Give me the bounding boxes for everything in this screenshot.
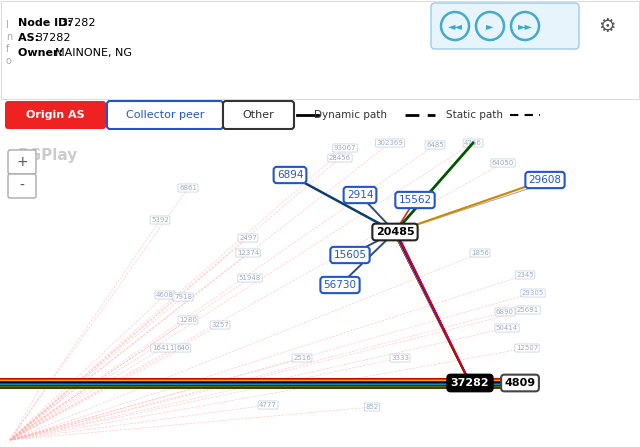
Text: 64050: 64050 [492, 160, 514, 166]
Text: 5392: 5392 [151, 217, 169, 223]
Text: Collector peer: Collector peer [126, 110, 204, 120]
FancyBboxPatch shape [8, 150, 36, 174]
Text: 6861: 6861 [179, 185, 197, 191]
Text: 37282: 37282 [35, 33, 70, 43]
Text: 28456: 28456 [329, 155, 351, 161]
Text: AS:: AS: [18, 33, 43, 43]
Text: 93067: 93067 [333, 145, 356, 151]
Text: 51948: 51948 [239, 275, 261, 281]
Text: BGPlay: BGPlay [18, 148, 78, 163]
Text: 2914: 2914 [347, 190, 373, 200]
Text: 7918: 7918 [174, 294, 192, 300]
Text: 1856: 1856 [471, 250, 489, 256]
Text: 4608: 4608 [156, 292, 174, 298]
Text: 25691: 25691 [517, 307, 539, 313]
Text: 302369: 302369 [376, 140, 403, 146]
Text: 3257: 3257 [211, 322, 229, 328]
Text: 20485: 20485 [376, 227, 414, 237]
FancyBboxPatch shape [223, 101, 294, 129]
Text: 56730: 56730 [323, 280, 356, 290]
FancyBboxPatch shape [107, 101, 223, 129]
Text: ◄◄: ◄◄ [447, 21, 463, 31]
Text: 1280: 1280 [179, 317, 197, 323]
Text: 4777: 4777 [259, 402, 277, 408]
FancyBboxPatch shape [5, 101, 106, 129]
Text: 29608: 29608 [529, 175, 561, 185]
Text: Static path: Static path [447, 110, 504, 120]
Text: Origin AS: Origin AS [26, 110, 84, 120]
Text: 2516: 2516 [293, 355, 311, 361]
Text: MAINONE, NG: MAINONE, NG [55, 48, 132, 58]
Text: 4809: 4809 [504, 378, 536, 388]
Text: 29305: 29305 [522, 290, 544, 296]
Text: ►: ► [486, 21, 493, 31]
Text: o: o [6, 56, 12, 66]
Text: 37282: 37282 [60, 18, 95, 28]
FancyBboxPatch shape [8, 174, 36, 198]
Text: 6485: 6485 [426, 142, 444, 148]
Text: Dynamic path: Dynamic path [314, 110, 387, 120]
Text: ►►: ►► [518, 21, 532, 31]
Text: f: f [6, 44, 10, 54]
FancyBboxPatch shape [431, 3, 579, 49]
Text: 3333: 3333 [391, 355, 409, 361]
Text: 15605: 15605 [333, 250, 367, 260]
Text: 6890: 6890 [496, 309, 514, 315]
Text: I: I [6, 20, 9, 30]
Text: 6894: 6894 [276, 170, 303, 180]
Text: n: n [6, 32, 12, 42]
Text: Other: Other [242, 110, 274, 120]
Text: ⚙: ⚙ [598, 17, 616, 35]
Text: 12374: 12374 [237, 250, 259, 256]
Text: 4766: 4766 [464, 140, 482, 146]
Text: +: + [16, 155, 28, 169]
Text: 2345: 2345 [516, 272, 534, 278]
Text: 8219: 8219 [34, 380, 52, 386]
Text: 640: 640 [176, 345, 189, 351]
Text: 12507: 12507 [516, 345, 538, 351]
Text: 15562: 15562 [399, 195, 431, 205]
Text: Owner:: Owner: [18, 48, 67, 58]
Text: 50414: 50414 [496, 325, 518, 331]
Text: 852: 852 [365, 404, 379, 410]
Text: Node ID:: Node ID: [18, 18, 76, 28]
Text: 37282: 37282 [451, 378, 490, 388]
Text: 2497: 2497 [239, 235, 257, 241]
Text: -: - [20, 179, 24, 193]
Text: 16411: 16411 [152, 345, 174, 351]
